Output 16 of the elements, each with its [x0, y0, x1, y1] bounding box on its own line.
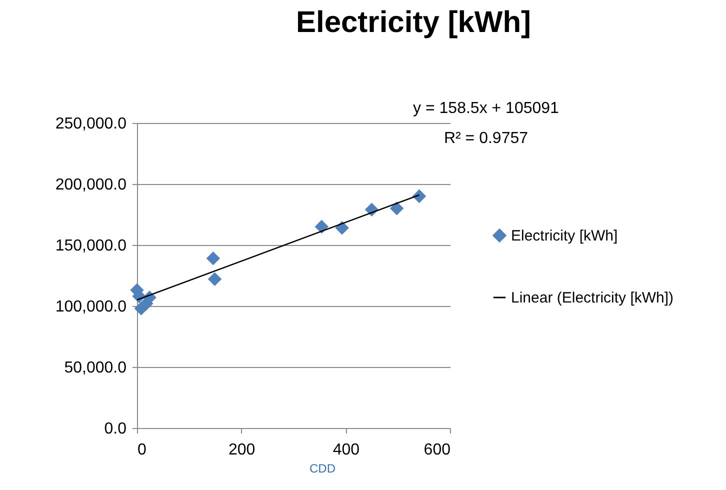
- x-axis-title: CDD: [310, 462, 336, 476]
- legend-label: Electricity [kWh]: [511, 228, 618, 244]
- legend-label: Linear (Electricity [kWh]): [511, 290, 674, 306]
- x-tick-label: 400: [332, 442, 360, 458]
- x-tick-label: 0: [138, 442, 146, 458]
- x-tick-label: 200: [228, 442, 256, 458]
- y-tick-label: 250,000.0: [55, 116, 127, 132]
- annotation: R² = 0.9757: [444, 130, 528, 147]
- y-tick-label: 150,000.0: [55, 238, 127, 254]
- chart-title: Electricity [kWh]: [296, 6, 532, 39]
- y-tick-label: 50,000.0: [64, 360, 127, 376]
- y-tick-label: 200,000.0: [55, 176, 127, 194]
- x-tick-label: 600: [424, 442, 451, 458]
- y-tick-label: 100,000.0: [55, 298, 127, 316]
- y-tick-label: 0.0: [104, 420, 127, 438]
- text: y = 158.5x + 105091: [413, 100, 560, 117]
